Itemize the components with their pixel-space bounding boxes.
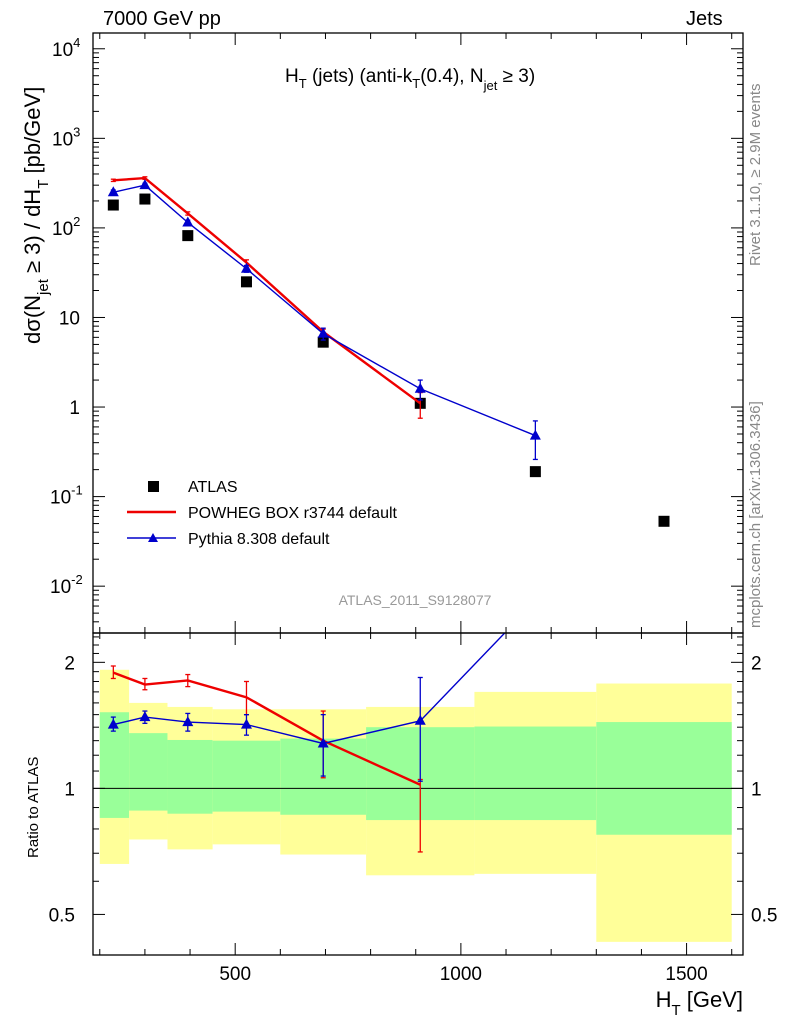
y-tick-label: 102 — [52, 214, 80, 240]
ratio-y-tick-label-right: 2 — [751, 653, 762, 674]
ratio-y-tick-labels: 0.5 0.5 1 1 2 2 — [49, 653, 778, 926]
data-point — [107, 186, 119, 197]
collision-energy-label: 7000 GeV pp — [103, 8, 221, 30]
inner-band — [129, 733, 168, 811]
x-tick-label: 1000 — [440, 964, 482, 985]
ratio-plot-frame — [92, 632, 744, 956]
data-point — [240, 262, 252, 273]
y-tick-label: 1 — [69, 398, 80, 419]
y-tick-label: 10 — [59, 308, 80, 329]
y-tick-label: 104 — [52, 35, 80, 61]
ratio-plot-series — [107, 633, 506, 853]
legend-atlas-marker — [148, 481, 159, 492]
x-tick-label: 500 — [219, 964, 251, 985]
inner-band — [212, 740, 281, 812]
x-tick-label: 1500 — [665, 964, 707, 985]
series-line — [113, 184, 536, 437]
inner-band — [596, 722, 732, 835]
inner-band — [99, 712, 130, 818]
inner-band — [167, 739, 213, 814]
main-plot-ticks — [93, 33, 743, 634]
ratio-data-point — [139, 711, 151, 722]
data-point — [317, 336, 329, 348]
ratio-y-tick-label-right: 0.5 — [751, 905, 777, 926]
legend-atlas-label: ATLAS — [188, 479, 238, 496]
process-label: Jets — [686, 8, 723, 30]
ratio-data-point — [414, 714, 426, 725]
ratio-data-point — [107, 718, 119, 729]
analysis-watermark: ATLAS_2011_S9128077 — [339, 592, 492, 608]
x-axis-label: HT [GeV] — [656, 987, 743, 1019]
legend-entry-pythia: Pythia 8.308 default — [127, 531, 330, 548]
ratio-y-tick-label-right: 1 — [751, 779, 762, 800]
ratio-plot-ticks — [93, 633, 743, 956]
data-point — [182, 230, 194, 242]
data-point — [107, 199, 119, 211]
legend-pythia-marker — [148, 533, 158, 542]
rivet-version-label: Rivet 3.1.10, ≥ 2.9M events — [747, 83, 764, 267]
data-point — [414, 382, 426, 393]
ratio-data-point — [240, 718, 252, 729]
legend-entry-powheg: POWHEG BOX r3744 default — [127, 505, 398, 522]
y-axis-label: dσ(Njet ≥ 3) / dHT [pb/GeV] — [20, 87, 52, 344]
ratio-data-point — [317, 737, 329, 748]
legend-entry-atlas: ATLAS — [148, 479, 238, 496]
data-point — [529, 429, 541, 440]
y-tick-label: 10-2 — [50, 572, 83, 598]
plot-title: HT (jets) (anti-kT(0.4), Njet ≥ 3) — [285, 66, 535, 93]
data-point — [317, 327, 329, 338]
ratio-y-tick-label: 1 — [64, 779, 75, 800]
data-point — [658, 515, 670, 527]
x-tick-labels: 500 1000 1500 — [219, 964, 707, 985]
ratio-y-axis-label: Ratio to ATLAS — [25, 757, 42, 858]
y-tick-label: 10-1 — [50, 483, 83, 509]
inner-band — [474, 726, 597, 821]
ratio-data-point — [182, 716, 194, 727]
data-point — [139, 193, 151, 205]
ratio-uncertainty-bands — [99, 669, 732, 942]
legend-powheg-label: POWHEG BOX r3744 default — [188, 505, 398, 522]
data-point — [240, 276, 252, 288]
y-tick-label: 103 — [52, 124, 80, 150]
ratio-y-tick-label: 0.5 — [49, 905, 75, 926]
ratio-plot-panel: 0.5 0.5 1 1 2 2 500 1000 1500 Ratio to ATLAS HT… — [25, 632, 778, 1019]
data-point — [139, 179, 151, 190]
ratio-y-tick-label: 2 — [64, 653, 75, 674]
main-plot-panel: 10-2 10-1 1 10 102 103 104 HT (jets) (anti-kT(… — [20, 32, 744, 634]
data-point — [182, 216, 194, 227]
ratio-series-line — [112, 671, 421, 786]
main-plot-y-tick-labels: 10-2 10-1 1 10 102 103 104 — [50, 35, 83, 598]
main-plot-series — [107, 176, 670, 527]
legend: ATLAS POWHEG BOX r3744 default Pythia 8.… — [127, 479, 398, 548]
mcplots-label: mcplots.cern.ch [arXiv:1306.3436] — [747, 401, 764, 628]
data-point — [529, 466, 541, 478]
series-line — [113, 176, 421, 405]
legend-pythia-label: Pythia 8.308 default — [188, 531, 330, 548]
